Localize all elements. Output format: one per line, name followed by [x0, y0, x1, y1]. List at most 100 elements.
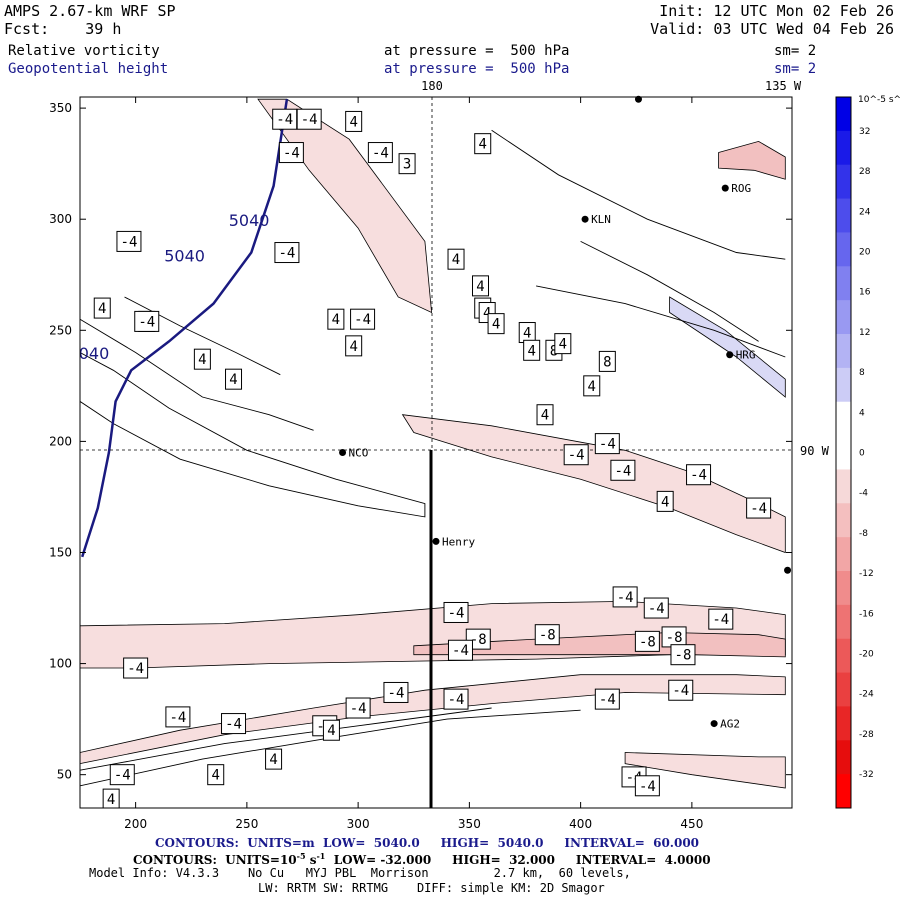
- station-kln: KLN: [581, 213, 611, 226]
- colorbar-tick-label: 4: [859, 408, 865, 418]
- vorticity-contour-label: 4: [487, 313, 505, 335]
- contour-label-text: 4: [527, 343, 535, 359]
- contour-label-box: [398, 153, 416, 175]
- vorticity-contour-label: -4: [350, 308, 376, 330]
- contour-label-text: -4: [599, 692, 616, 708]
- field2-name: Geopotential height: [8, 61, 169, 77]
- contour-label-box: [536, 404, 554, 426]
- station-dot: [710, 720, 718, 728]
- station-name: AG2: [720, 718, 740, 731]
- contour-label-box: [278, 142, 304, 164]
- colorbar-tick-label: 12: [859, 328, 870, 338]
- contour-label-text: -4: [599, 437, 616, 453]
- contour-label-box: [443, 688, 469, 710]
- contour-label-text: -4: [283, 146, 300, 162]
- contour-label-text: -4: [278, 246, 295, 262]
- footer-model-info: Model Info: V4.3.3 No Cu MYJ PBL Morriso…: [89, 866, 631, 880]
- contour-label-box: [123, 657, 149, 679]
- vorticity-contour-line-1: [80, 318, 314, 431]
- contour-label-text: -4: [750, 501, 767, 517]
- colorbar-tick-label: -12: [859, 569, 874, 579]
- vorticity-contour-label: 4: [345, 110, 363, 132]
- vorticity-contour-label: 4: [207, 764, 225, 786]
- colorbar-swatch: [836, 435, 851, 470]
- contour-label-box: [746, 497, 772, 519]
- vorticity-contour-label: -4: [563, 444, 589, 466]
- vorticity-contour-label: -4: [643, 597, 669, 619]
- contour-label-text: -4: [614, 463, 631, 479]
- vorticity-contour-label: 4: [345, 335, 363, 357]
- station-ag2: AG2: [710, 718, 740, 731]
- vorticity-contour-label: -8: [670, 644, 696, 666]
- vorticity-contour-label: -8: [634, 630, 660, 652]
- vorticity-contour-label: -4: [443, 601, 469, 623]
- forecast-hour: Fcst: 39 h: [4, 20, 121, 38]
- contour-label-text: -4: [301, 112, 318, 128]
- contour-label-text: 4: [479, 137, 487, 153]
- contour-label-box: [534, 624, 560, 646]
- contour-label-text: 4: [541, 408, 549, 424]
- contour-label-box: [447, 639, 473, 661]
- contour-label-text: 8: [550, 343, 558, 359]
- contour-label-box: [563, 444, 589, 466]
- vorticity-contour-label: -4: [109, 764, 135, 786]
- field1-smoothing: sm= 2: [774, 43, 817, 59]
- colorbar-swatch: [836, 198, 851, 233]
- x-tick-label: 250: [235, 817, 258, 831]
- colorbar-tick-label: 32: [859, 127, 870, 137]
- height-contour-label: 5040: [69, 344, 110, 363]
- x-tick-label: 350: [458, 817, 481, 831]
- contour-label-box: [487, 313, 505, 335]
- vorticity-contour-label: -4: [296, 108, 322, 130]
- footer-vort-high: HIGH= 32.000: [452, 853, 555, 867]
- contour-label-text: -4: [648, 601, 665, 617]
- vorticity-contour-label: -4: [367, 142, 393, 164]
- station-dot: [726, 351, 734, 359]
- colorbar-swatch: [836, 503, 851, 538]
- contour-label-box: [116, 230, 142, 252]
- contour-label-box: [594, 433, 620, 455]
- contour-label-text: -4: [169, 710, 186, 726]
- contour-label-text: -8: [675, 648, 692, 664]
- station-name: Henry: [442, 535, 475, 548]
- vorticity-contour-label: -4: [668, 679, 694, 701]
- contour-label-text: -4: [690, 468, 707, 484]
- contour-label-text: 4: [332, 312, 340, 328]
- vorticity-contour-label: -4: [634, 775, 660, 797]
- station-dot: [432, 537, 440, 545]
- colorbar-tick-label: -8: [859, 529, 868, 539]
- geopotential-height-layer: 5040 5040 5040: [69, 99, 289, 558]
- colorbar-tick-label: -24: [859, 690, 874, 700]
- contour-label-box: [207, 764, 225, 786]
- contour-label-box: [634, 775, 660, 797]
- vorticity-contour-line-4: [580, 240, 759, 342]
- colorbar-tick-label: 24: [859, 207, 871, 217]
- plot-frame: [79, 96, 793, 809]
- colorbar-tick-label: 8: [859, 368, 865, 378]
- contour-label-text: 4: [349, 114, 357, 130]
- contour-label-text: 4: [661, 494, 669, 510]
- colorbar-tick-label: -16: [859, 609, 874, 619]
- contour-label-box: [670, 644, 696, 666]
- height-contour-5040: [81, 99, 289, 558]
- vorticity-contour-label: -4: [345, 697, 371, 719]
- vorticity-contour-label: 8: [598, 350, 616, 372]
- colorbar-tick-label: -32: [859, 770, 874, 780]
- vorticity-contour-label: 4: [327, 308, 345, 330]
- vorticity-contour-line-3: [536, 285, 786, 358]
- vorticity-contour-label: -4: [612, 586, 638, 608]
- vorticity-shaded-region-4: [80, 674, 786, 765]
- colorbar-swatch: [836, 638, 851, 674]
- station-nco: NCO: [339, 447, 368, 460]
- contour-label-text: -4: [225, 717, 242, 733]
- contour-label-box: [447, 248, 465, 270]
- contour-label-text: 4: [98, 301, 106, 317]
- station-rog: ROG: [721, 182, 751, 195]
- contour-label-box: [668, 679, 694, 701]
- contour-label-text: 4: [327, 723, 335, 739]
- vorticity-contour-label: -4: [686, 464, 712, 486]
- colorbar-tick-label: 16: [859, 288, 871, 298]
- contour-label-box: [643, 597, 669, 619]
- contour-label-box: [594, 688, 620, 710]
